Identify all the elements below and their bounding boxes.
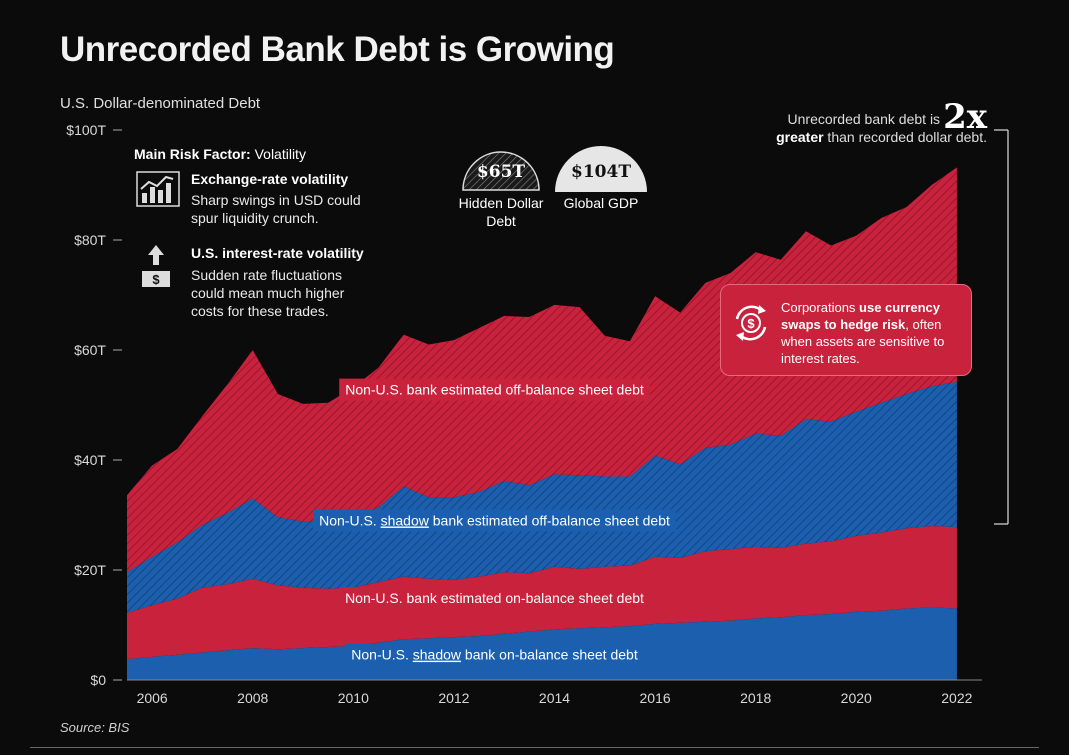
dollar-up-arrow-icon: $: [140, 245, 172, 294]
risk-item-desc-exchange: Sharp swings in USD could spur liquidity…: [191, 192, 361, 226]
x-tick-label: 2010: [338, 690, 369, 706]
bar-chart-icon: [136, 171, 180, 212]
area-label-chip: [339, 587, 651, 610]
underlined-word: shadow: [413, 647, 462, 663]
y-tick-label: $20T: [74, 562, 106, 578]
y-tick-label: $100T: [66, 122, 106, 138]
hidden-debt-value: $65T: [476, 162, 526, 182]
area-label-chip: [345, 643, 644, 666]
callout-text: Corporations use currency swaps to hedge…: [781, 299, 961, 367]
x-tick-label: 2006: [137, 690, 168, 706]
currency-swap-icon: $: [735, 305, 767, 341]
x-tick-label: 2008: [237, 690, 268, 706]
y-tick-label: $60T: [74, 342, 106, 358]
note-text-after: than recorded dollar debt.: [823, 129, 987, 145]
global-gdp-value: $104T: [571, 162, 631, 182]
risk-heading-bold: Main Risk Factor:: [134, 146, 251, 162]
x-tick-label: 2020: [841, 690, 872, 706]
risk-item-title-interest: U.S. interest-rate volatility: [191, 245, 364, 261]
area-label-1: Non-U.S. bank estimated on-balance sheet…: [345, 590, 644, 606]
callout-text-before: Corporations: [781, 300, 860, 315]
area-label-chip: [313, 509, 676, 532]
underlined-word: shadow: [381, 513, 430, 529]
comparison-bracket: [994, 129, 1009, 525]
svg-text:$: $: [747, 316, 755, 331]
y-tick-label: $80T: [74, 232, 106, 248]
area-label-chip: [339, 378, 650, 401]
risk-panel-heading: Main Risk Factor: Volatility: [134, 146, 306, 162]
risk-heading-rest: Volatility: [250, 146, 306, 162]
x-tick-label: 2012: [438, 690, 469, 706]
currency-swap-callout: $ Corporations use currency swaps to hed…: [720, 284, 972, 376]
bottom-divider: [30, 747, 1039, 748]
area-label-0: Non-U.S. shadow bank on-balance sheet de…: [351, 647, 638, 663]
hidden-debt-label: Hidden Dollar Debt: [458, 195, 544, 229]
y-tick-label: $40T: [74, 452, 106, 468]
area-series-3: [127, 167, 957, 573]
y-tick-label: $0: [90, 672, 106, 688]
page-title: Unrecorded Bank Debt is Growing: [60, 30, 615, 69]
risk-item-desc-interest: Sudden rate fluctuations could mean much…: [191, 267, 345, 319]
area-label-2: Non-U.S. shadow bank estimated off-balan…: [319, 513, 670, 529]
hidden-debt-badge: [462, 151, 540, 191]
chart-subtitle: U.S. Dollar-denominated Debt: [60, 95, 261, 112]
global-gdp-label: Global GDP: [563, 195, 639, 211]
area-label-3: Non-U.S. bank estimated off-balance shee…: [345, 382, 644, 398]
note-text-before: Unrecorded bank debt is: [787, 111, 941, 127]
x-tick-label: 2018: [740, 690, 771, 706]
callout-text-after: , often when assets are sensitive to int…: [781, 317, 945, 366]
x-tick-label: 2014: [539, 690, 570, 706]
svg-text:$: $: [152, 272, 160, 287]
callout-bold: use currency swaps to hedge risk: [781, 300, 940, 332]
x-tick-label: 2016: [640, 690, 671, 706]
note-bold: greater: [776, 129, 824, 145]
x-tick-label: 2022: [941, 690, 972, 706]
comparison-note: Unrecorded bank debt is2x greater than r…: [727, 100, 987, 146]
risk-item-title-exchange: Exchange-rate volatility: [191, 171, 349, 187]
global-gdp-badge: [555, 146, 647, 192]
area-series-2: [127, 381, 957, 613]
source-note: Source: BIS: [60, 720, 130, 735]
